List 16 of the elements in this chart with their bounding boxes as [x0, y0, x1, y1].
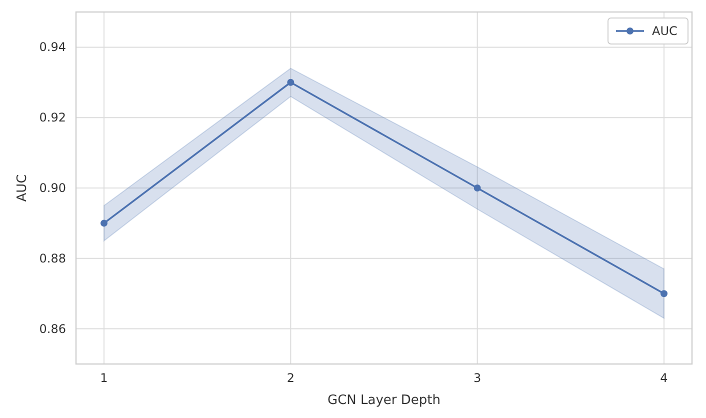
y-axis-title: AUC — [15, 174, 30, 202]
legend-label: AUC — [652, 24, 678, 38]
point — [660, 290, 668, 298]
y-tick-label: 0.88 — [39, 251, 66, 266]
x-tick-label: 4 — [660, 371, 668, 385]
point — [287, 78, 294, 86]
point — [100, 220, 108, 227]
point — [474, 184, 481, 192]
y-tick-label: 0.90 — [39, 181, 66, 195]
x-tick-label: 2 — [286, 371, 294, 385]
y-tick-label: 0.94 — [39, 40, 66, 54]
x-tick-label: 3 — [474, 371, 482, 385]
y-tick-label: 0.86 — [39, 322, 66, 336]
x-tick-label: 1 — [100, 371, 108, 385]
x-axis-title: GCN Layer Depth — [328, 393, 440, 408]
y-tick-label: 0.92 — [39, 110, 66, 125]
